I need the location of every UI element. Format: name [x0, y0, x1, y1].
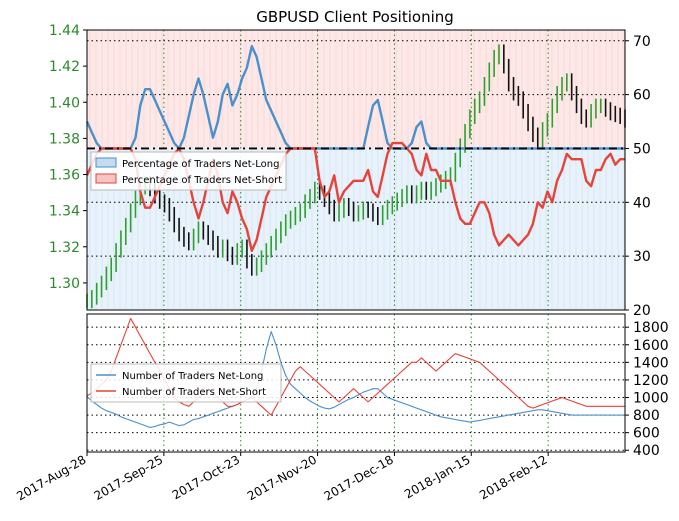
x-axis-tick-label: 2017-Dec-18: [322, 452, 396, 503]
top-legend: Percentage of Traders Net-Long Percentage…: [90, 151, 287, 191]
x-axis-tick-label: 2017-Sep-25: [92, 452, 166, 503]
left-axis-tick-label: 1.36: [49, 168, 80, 184]
legend-label: Percentage of Traders Net-Short: [122, 175, 282, 186]
legend-label: Number of Traders Net-Long: [122, 371, 263, 382]
right-axis-tick-label: 70: [633, 34, 651, 50]
left-axis-tick-label: 1.30: [49, 276, 80, 292]
legend-box: [90, 151, 287, 191]
right-axis-bottom-tick-label: 1200: [633, 373, 669, 389]
right-axis-bottom-tick-label: 1000: [633, 391, 669, 407]
right-axis-bottom-tick-label: 400: [633, 443, 660, 459]
price-series: [86, 44, 626, 309]
top-panel-frame: [86, 29, 626, 311]
legend-label: Number of Traders Net-Short: [122, 387, 266, 398]
series-line-net-short-pct: [85, 141, 625, 253]
left-axis-tick-label: 1.32: [49, 240, 80, 256]
left-axis-tick-label: 1.42: [49, 59, 80, 75]
right-axis-tick-label: 50: [633, 141, 651, 157]
x-axis-tick-label: 2018-Jan-15: [402, 452, 473, 501]
right-axis-tick-label: 30: [633, 249, 651, 265]
left-axis-tick-label: 1.34: [49, 204, 80, 220]
series-line-net-long-pct: [85, 45, 625, 150]
right-axis-bottom-tick-label: 1800: [633, 320, 669, 336]
right-axis-tick-label: 20: [633, 303, 651, 319]
legend-box: [90, 363, 282, 403]
left-axis-tick-label: 1.38: [49, 131, 80, 147]
left-axis-tick-label: 1.44: [49, 23, 80, 39]
legend-label: Percentage of Traders Net-Long: [122, 159, 280, 170]
x-axis-tick-label: 2017-Oct-23: [170, 452, 242, 502]
right-axis-bottom-tick-label: 1400: [633, 355, 669, 371]
right-axis-bottom-tick-label: 600: [633, 426, 660, 442]
x-axis-tick-label: 2017-Nov-20: [245, 452, 319, 503]
legend-swatch: [95, 157, 117, 168]
series-line-net-long-count: [86, 331, 625, 428]
right-axis-bottom-tick-label: 1600: [633, 338, 669, 354]
right-axis-bottom-tick-label: 800: [633, 408, 660, 424]
chart-title: GBPUSD Client Positioning: [256, 8, 454, 26]
bottom-panel-frame: [86, 313, 626, 453]
left-axis-tick-label: 1.40: [49, 95, 80, 111]
right-axis-tick-label: 60: [633, 88, 651, 104]
x-axis-tick-label: 2018-Feb-12: [477, 452, 550, 502]
right-axis-tick-label: 40: [633, 195, 651, 211]
bottom-legend: Number of Traders Net-Long Number of Trad…: [90, 363, 282, 403]
x-axis-tick-label: 2017-Aug-28: [14, 452, 88, 503]
short-zone-bg: [87, 30, 625, 149]
legend-swatch: [95, 173, 117, 184]
